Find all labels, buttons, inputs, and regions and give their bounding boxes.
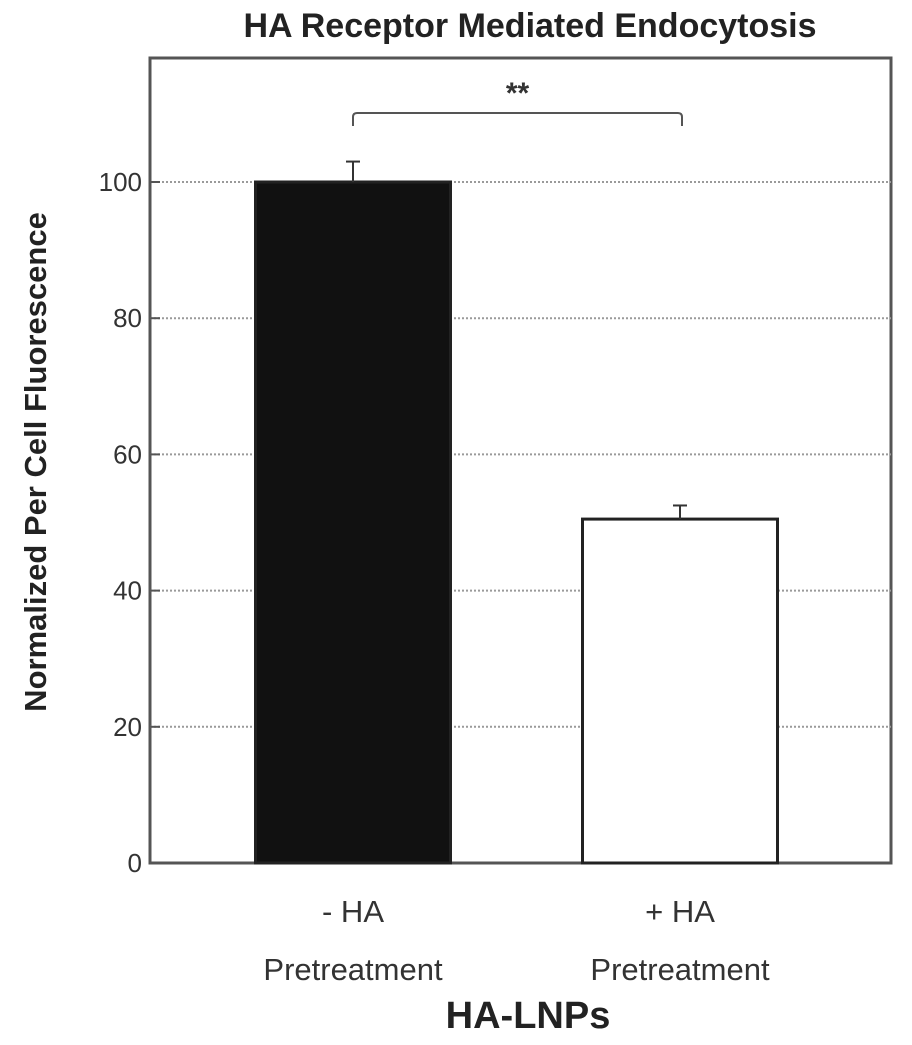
significance-bracket: [352, 112, 683, 126]
x-category-label: - HA Pretreatment: [263, 894, 443, 987]
bar: [254, 180, 452, 865]
x-axis-label: HA-LNPs: [446, 995, 611, 1037]
y-tick-label: 20: [113, 712, 142, 742]
x-axis-categories: - HA Pretreatment + HA Pretreatment: [263, 894, 770, 987]
y-axis-ticks: 0 20 40 60 80 100: [99, 167, 160, 878]
significance-annotation: **: [352, 77, 683, 126]
y-tick-label: 100: [99, 167, 142, 197]
chart-title: HA Receptor Mediated Endocytosis: [243, 7, 816, 45]
plot-frame: [148, 56, 893, 865]
y-tick-label: 80: [113, 303, 142, 333]
y-axis-label: Normalized Per Cell Fluorescence: [18, 212, 53, 712]
error-bars: [346, 160, 687, 520]
y-tick-label: 40: [113, 576, 142, 606]
bar: [581, 517, 779, 865]
y-tick-label: 60: [113, 439, 142, 469]
bars: [254, 180, 779, 865]
significance-label: **: [506, 77, 530, 110]
x-category-label: + HA Pretreatment: [590, 894, 770, 987]
y-tick-label: 0: [128, 848, 142, 878]
